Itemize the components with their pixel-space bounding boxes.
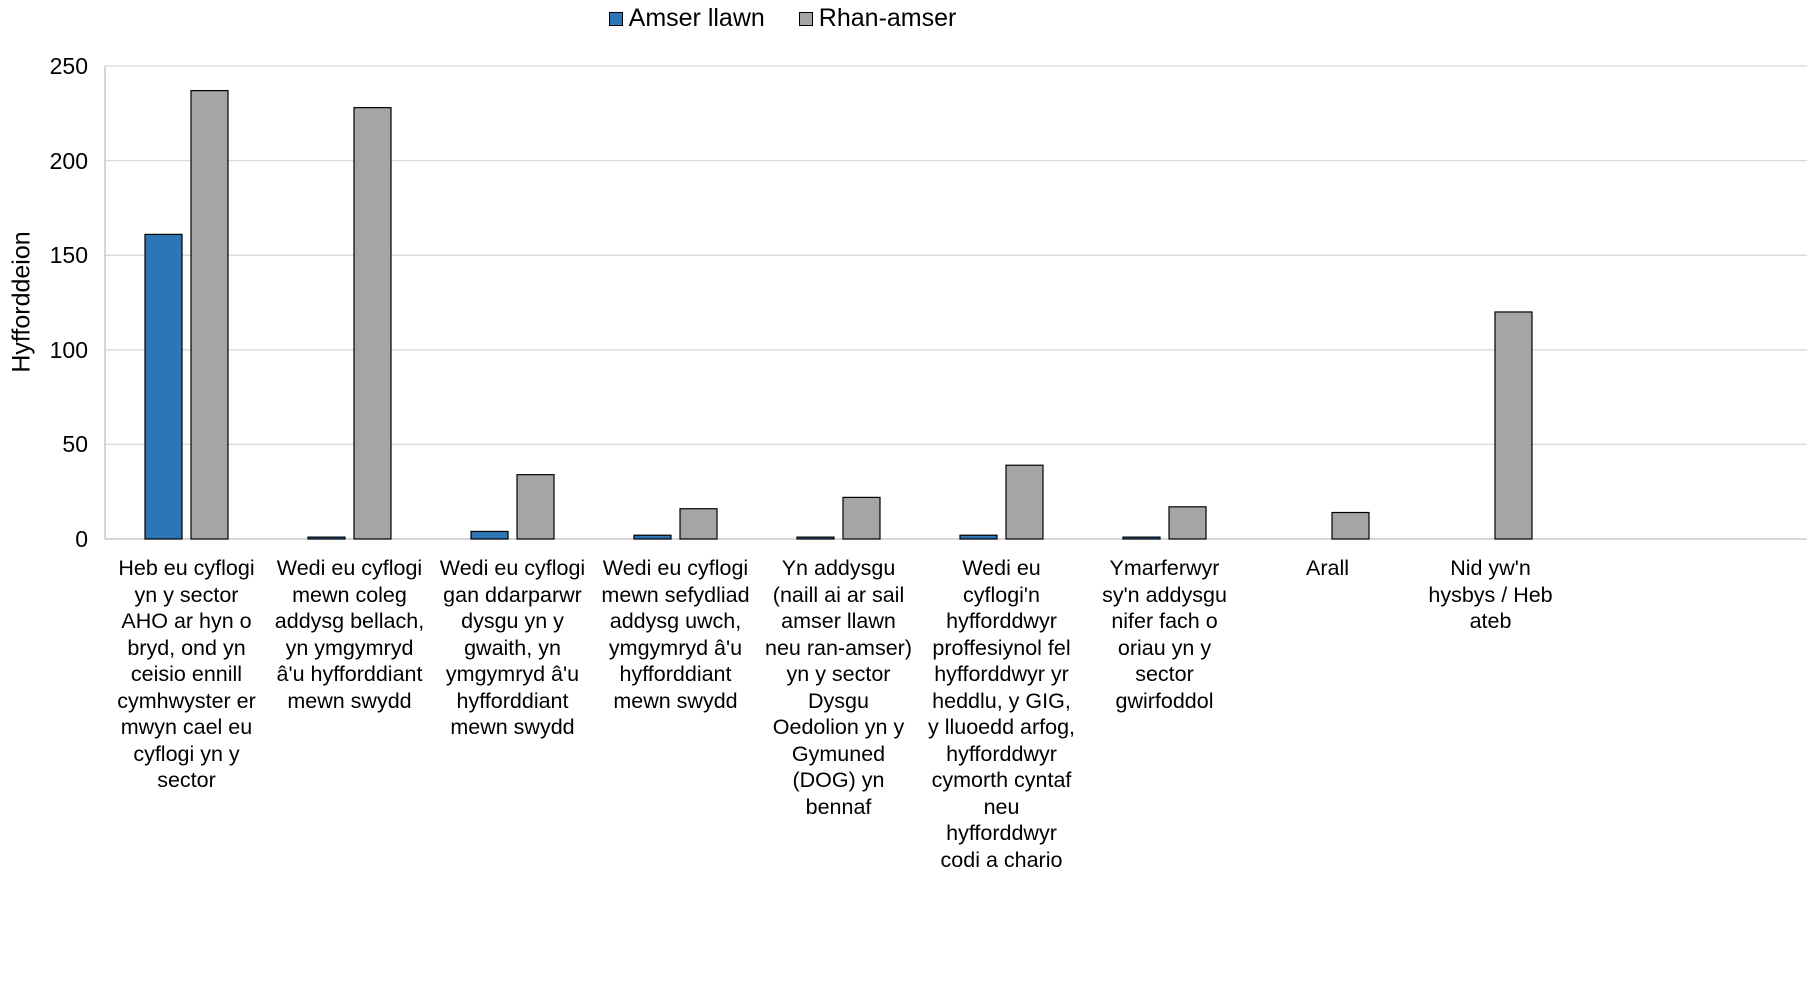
bar-s0-c0 <box>144 233 183 540</box>
x-category-label-1: Wedi eu cyflogi mewn coleg addysg bellach,… <box>274 556 425 713</box>
y-tick-label-5: 250 <box>49 53 88 79</box>
y-tick-label-2: 100 <box>49 336 88 363</box>
bar-s1-c1 <box>353 107 392 540</box>
bar-s0-c5 <box>959 534 998 540</box>
bar-s0-c6 <box>1122 536 1161 540</box>
x-category-label-5: Wedi eu cyflogi'n hyfforddwyr proffesiynol … <box>927 556 1075 872</box>
bar-s0-c1 <box>307 536 346 540</box>
bar-s1-c6 <box>1168 506 1207 540</box>
bar-s1-c8 <box>1494 311 1533 540</box>
bar-s0-c4 <box>796 536 835 540</box>
bar-s1-c7 <box>1331 511 1370 540</box>
bar-s0-c3 <box>633 534 672 540</box>
legend-item-full-time: Amser llawn <box>608 4 765 33</box>
x-category-label-0: Heb eu cyflogi yn y sector AHO ar hyn o bry… <box>117 556 256 792</box>
x-category-label-6: Ymarferwyr sy'n addysgu nifer fach o oriau … <box>1102 556 1227 713</box>
x-category-label-7: Arall <box>1305 556 1349 580</box>
y-tick-label-1: 50 <box>62 431 88 458</box>
legend-label-full-time: Amser llawn <box>628 4 765 32</box>
y-tick-label-0: 0 <box>75 526 88 552</box>
x-category-label-4: Yn addysgu (naill ai ar sail amser llawn ne… <box>765 556 912 819</box>
legend-label-part-time: Rhan-amser <box>818 4 957 32</box>
y-tick-label-3: 150 <box>49 242 88 269</box>
bar-s1-c5 <box>1005 464 1044 540</box>
x-category-label-8: Nid yw'n hysbys / Heb ateb <box>1428 556 1553 633</box>
bar-s1-c0 <box>190 89 229 540</box>
x-category-label-2: Wedi eu cyflogi gan ddarparwr dysgu yn y gw… <box>439 556 586 739</box>
legend-swatch-full-time <box>608 11 623 26</box>
bar-s0-c2 <box>470 530 509 540</box>
bar-s1-c2 <box>516 474 555 540</box>
y-tick-label-4: 200 <box>49 147 88 174</box>
bar-s1-c3 <box>679 508 718 540</box>
x-category-label-3: Wedi eu cyflogi mewn sefydliad addysg uwch… <box>601 556 750 713</box>
legend: Amser llawn Rhan-amser <box>0 4 1565 33</box>
bar-s1-c4 <box>842 496 881 540</box>
legend-item-part-time: Rhan-amser <box>798 4 957 33</box>
legend-swatch-part-time <box>798 11 813 26</box>
